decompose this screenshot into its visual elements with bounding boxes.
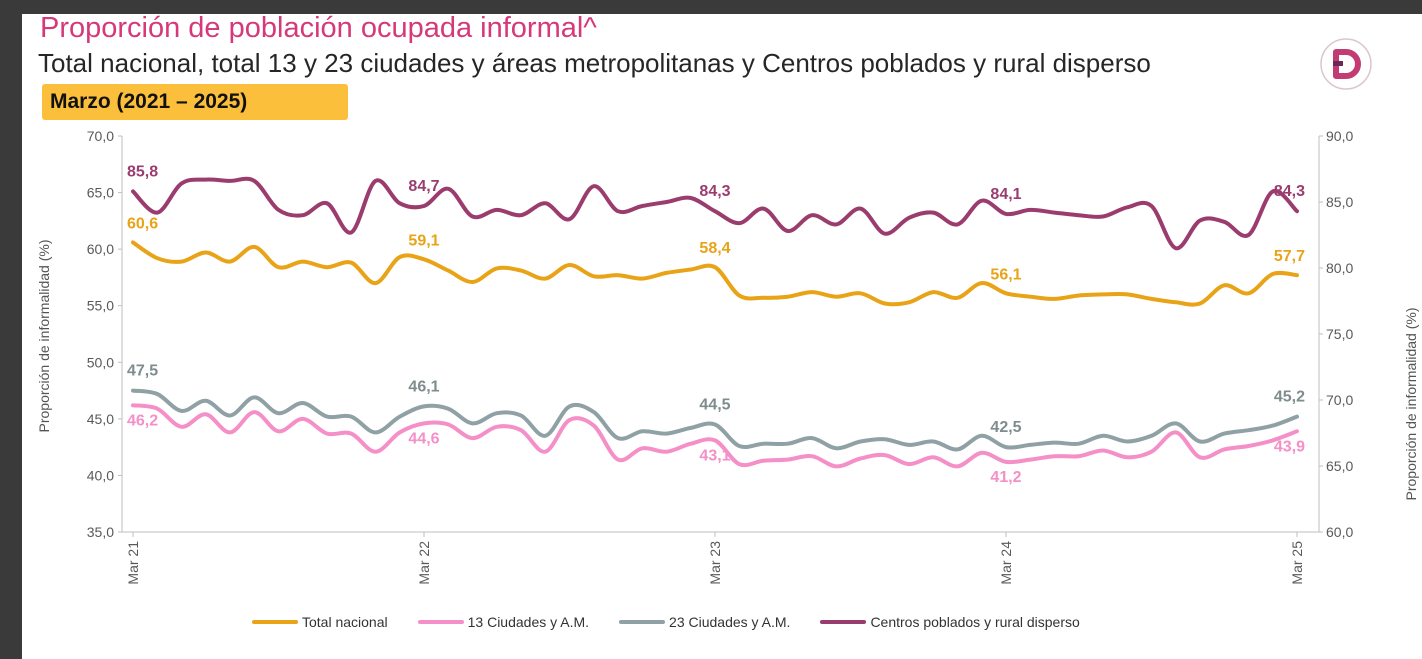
y-tick-label-right: 90,0 (1326, 128, 1353, 144)
dane-logo-icon (1320, 38, 1372, 90)
series-line-23-ciudades (131, 388, 1299, 452)
data-label-13-ciudades: 41,2 (990, 469, 1021, 486)
x-tick-label: Mar 21 (125, 541, 141, 585)
data-label-rural: 85,8 (127, 163, 158, 180)
legend-item-rural: Centros poblados y rural disperso (820, 614, 1080, 630)
y-tick-label-left: 45,0 (87, 411, 114, 427)
series-line-rural (131, 176, 1299, 251)
y-tick-label-left: 60,0 (87, 241, 114, 257)
x-tick-label: Mar 22 (416, 541, 432, 585)
y-tick-label-right: 60,0 (1326, 524, 1353, 540)
y-tick-label-right: 70,0 (1326, 392, 1353, 408)
y-tick-label-left: 35,0 (87, 524, 114, 540)
y-tick-label-right: 85,0 (1326, 194, 1353, 210)
y-tick-label-right: 75,0 (1326, 326, 1353, 342)
period-badge: Marzo (2021 – 2025) (42, 84, 348, 120)
data-label-13-ciudades: 46,2 (127, 412, 158, 429)
legend-label-rural: Centros poblados y rural disperso (870, 614, 1080, 630)
y-tick-label-right: 65,0 (1326, 458, 1353, 474)
y-tick-label-left: 40,0 (87, 467, 114, 483)
series-line-total (131, 240, 1299, 307)
slide: Proporción de población ocupada informal… (22, 12, 1422, 659)
data-label-total: 59,1 (408, 232, 439, 249)
data-label-23-ciudades: 47,5 (127, 363, 158, 380)
y-tick-label-left: 55,0 (87, 298, 114, 314)
y-tick-label-right: 80,0 (1326, 260, 1353, 276)
legend-label-23-ciudades: 23 Ciudades y A.M. (669, 614, 791, 630)
data-label-total: 56,1 (990, 266, 1021, 283)
data-label-total: 57,7 (1274, 248, 1305, 265)
data-label-rural: 84,3 (699, 183, 730, 200)
y-tick-label-left: 65,0 (87, 185, 114, 201)
data-label-13-ciudades: 43,1 (699, 447, 730, 464)
legend-label-13-ciudades: 13 Ciudades y A.M. (467, 614, 590, 630)
data-label-13-ciudades: 44,6 (408, 430, 439, 447)
data-label-23-ciudades: 44,5 (699, 397, 730, 414)
data-label-23-ciudades: 42,5 (990, 419, 1021, 436)
data-label-total: 60,6 (127, 215, 158, 232)
legend-item-13-ciudades: 13 Ciudades y A.M. (417, 614, 590, 630)
legend-swatch-23-ciudades (619, 620, 666, 624)
data-label-total: 58,4 (699, 240, 730, 257)
page-subtitle: Total nacional, total 13 y 23 ciudades y… (38, 48, 1151, 78)
legend-label-total: Total nacional (302, 614, 388, 630)
data-label-rural: 84,3 (1274, 183, 1305, 200)
window-top-bar (0, 0, 1422, 14)
legend-swatch-total (252, 620, 298, 624)
x-tick-label: Mar 24 (998, 541, 1014, 585)
x-tick-label: Mar 25 (1289, 541, 1305, 585)
data-label-23-ciudades: 45,2 (1274, 389, 1305, 406)
chart-legend: Total nacional 13 Ciudades y A.M. 23 Ciu… (252, 614, 1110, 630)
legend-item-23-ciudades: 23 Ciudades y A.M. (619, 614, 790, 630)
data-label-rural: 84,1 (990, 186, 1021, 203)
x-tick-label: Mar 23 (707, 541, 723, 585)
data-label-rural: 84,7 (408, 178, 439, 195)
page-title: Proporción de población ocupada informal… (40, 12, 597, 44)
legend-swatch-13-ciudades (417, 620, 464, 624)
legend-item-total: Total nacional (252, 614, 388, 630)
data-label-23-ciudades: 46,1 (408, 378, 439, 395)
series-line-13-ciudades (131, 403, 1299, 469)
legend-swatch-rural (820, 620, 867, 624)
y-tick-label-left: 70,0 (87, 128, 114, 144)
y-tick-label-left: 50,0 (87, 354, 114, 370)
data-label-13-ciudades: 43,9 (1274, 438, 1305, 455)
